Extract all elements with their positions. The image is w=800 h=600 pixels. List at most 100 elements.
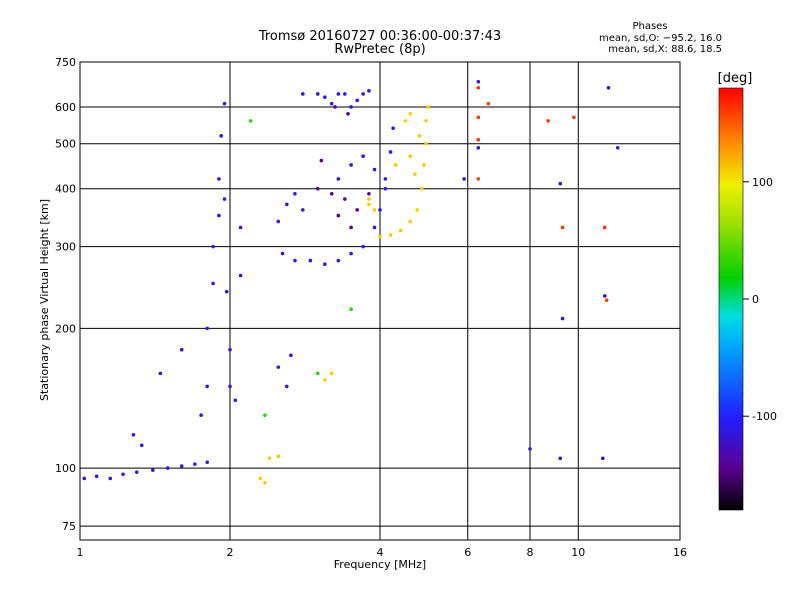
- data-point: [355, 208, 359, 212]
- data-point: [422, 163, 426, 167]
- data-point: [378, 208, 382, 212]
- data-point: [315, 186, 320, 191]
- x-tick-label: 8: [527, 546, 534, 559]
- data-point: [301, 92, 305, 96]
- data-point: [329, 192, 334, 196]
- data-point: [426, 105, 431, 109]
- data-point: [558, 181, 563, 186]
- data-point: [403, 119, 408, 123]
- data-point: [419, 186, 424, 191]
- data-point: [388, 150, 393, 154]
- data-point: [131, 432, 136, 437]
- data-point: [408, 154, 413, 158]
- data-point: [224, 289, 229, 294]
- x-tick-label: 4: [377, 546, 384, 559]
- data-point: [329, 371, 334, 376]
- data-point: [415, 208, 419, 212]
- data-point: [372, 225, 377, 230]
- x-tick-label: 6: [464, 546, 471, 559]
- colorbar-tick-label: 0: [752, 293, 759, 306]
- chart-title-line2: RwPretec (8p): [334, 42, 425, 57]
- stats-line-x: mean, sd,X: 88.6, 18.5: [608, 44, 722, 55]
- data-point: [211, 281, 215, 286]
- data-point: [193, 462, 197, 466]
- data-points: [82, 79, 620, 485]
- data-point: [417, 134, 422, 138]
- data-point: [238, 273, 243, 278]
- data-point: [378, 235, 382, 239]
- data-point: [165, 466, 170, 470]
- y-axis-label: Stationary phase Virtual Height [km]: [38, 199, 51, 401]
- data-point: [222, 101, 227, 106]
- data-point: [476, 115, 481, 120]
- data-point: [462, 177, 466, 181]
- data-point: [323, 377, 327, 382]
- data-point: [199, 413, 203, 418]
- data-point: [398, 228, 403, 233]
- data-point: [233, 398, 238, 403]
- data-point: [336, 213, 341, 218]
- x-axis-ticks: 1 2 4 6 8 10 16: [77, 546, 688, 559]
- data-point: [284, 202, 289, 207]
- data-point: [408, 112, 413, 116]
- colorbar-ticks: 100 0 -100: [743, 176, 777, 423]
- data-point: [476, 137, 481, 142]
- data-point: [367, 192, 371, 196]
- data-point: [424, 141, 428, 146]
- data-point: [346, 112, 350, 116]
- data-point: [391, 126, 395, 131]
- y-tick-label: 100: [55, 462, 76, 475]
- data-point: [211, 244, 215, 249]
- data-point: [413, 172, 417, 176]
- data-point: [372, 167, 377, 172]
- colorbar-title: [deg]: [718, 71, 753, 86]
- data-point: [367, 202, 371, 207]
- data-point: [228, 384, 232, 389]
- data-point: [349, 251, 353, 256]
- data-point: [560, 316, 565, 321]
- data-point: [343, 92, 347, 96]
- colorbar-tick-label: 100: [752, 176, 773, 189]
- data-point: [293, 192, 297, 196]
- y-tick-label: 200: [55, 322, 76, 335]
- data-point: [228, 347, 232, 352]
- data-point: [222, 197, 227, 201]
- data-point: [602, 294, 607, 298]
- data-point: [336, 177, 341, 181]
- stats-line-o: mean, sd,O: −95.2, 16.0: [599, 33, 722, 44]
- data-point: [205, 326, 209, 331]
- stats-title: Phases: [632, 21, 667, 32]
- data-point: [476, 177, 481, 181]
- y-tick-label: 300: [55, 241, 76, 254]
- data-point: [217, 213, 221, 218]
- data-point: [349, 307, 353, 311]
- plot-frame: [79, 61, 681, 541]
- data-point: [108, 476, 113, 481]
- data-point: [476, 145, 481, 150]
- data-point: [267, 456, 272, 461]
- data-point: [289, 353, 293, 358]
- y-tick-label: 500: [55, 138, 76, 151]
- grid: [80, 62, 680, 540]
- data-point: [315, 371, 320, 376]
- data-point: [323, 262, 327, 267]
- data-point: [308, 258, 313, 263]
- data-point: [355, 98, 359, 103]
- data-point: [572, 115, 576, 120]
- data-point: [217, 177, 221, 181]
- data-point: [476, 85, 481, 90]
- data-point: [333, 105, 337, 109]
- data-point: [558, 456, 563, 461]
- data-point: [205, 460, 209, 464]
- data-point: [139, 443, 144, 448]
- data-point: [560, 225, 565, 230]
- data-point: [615, 145, 620, 150]
- y-tick-label: 75: [62, 520, 76, 533]
- data-point: [486, 101, 491, 106]
- data-point: [284, 384, 289, 389]
- data-point: [134, 470, 139, 474]
- data-point: [349, 225, 353, 230]
- y-axis-ticks: 75 100 200 300 400 500 600 750: [55, 56, 76, 533]
- data-point: [424, 119, 428, 123]
